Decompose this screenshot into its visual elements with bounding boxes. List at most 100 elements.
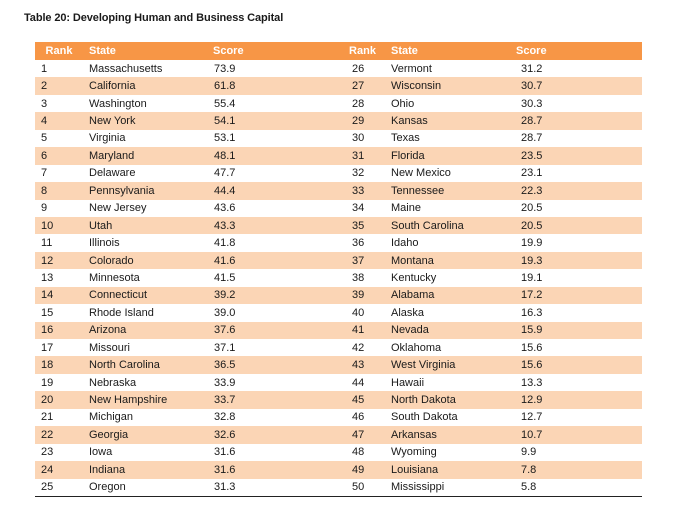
state-cell: South Carolina bbox=[385, 216, 510, 235]
rank-cell: 8 bbox=[35, 182, 83, 200]
state-cell: Michigan bbox=[89, 411, 134, 424]
score-cell: 15.6 bbox=[521, 341, 543, 354]
state-cell: Virginia bbox=[89, 132, 126, 145]
table-row: 4 New York 54.1 29 Kansas 28.7 bbox=[35, 112, 642, 130]
state-cell: Illinois bbox=[89, 237, 120, 250]
rank-cell: 28 bbox=[352, 97, 365, 110]
state-cell: New York bbox=[83, 112, 207, 130]
rank-cell: 48 bbox=[352, 446, 365, 459]
rank-cell: 31 bbox=[340, 147, 385, 165]
score-cell: 31.2 bbox=[521, 62, 543, 75]
score-cell: 48.1 bbox=[207, 147, 340, 165]
score-cell: 19.9 bbox=[521, 237, 543, 250]
rank-cell: 42 bbox=[352, 341, 365, 354]
rank-cell: 26 bbox=[352, 62, 365, 75]
score-cell: 22.3 bbox=[510, 182, 642, 200]
table-row: 18 North Carolina 36.5 43 West Virginia 15.6 bbox=[35, 356, 642, 374]
rank-cell: 27 bbox=[340, 77, 385, 95]
score-cell: 28.7 bbox=[521, 132, 543, 145]
state-cell: Wisconsin bbox=[385, 77, 510, 95]
ranking-table: Rank State Score Rank State Score 1 Massa… bbox=[35, 42, 642, 497]
score-cell: 37.6 bbox=[207, 321, 340, 339]
state-cell: Alabama bbox=[385, 286, 510, 305]
score-cell: 41.5 bbox=[214, 271, 236, 284]
score-cell: 43.3 bbox=[207, 216, 340, 235]
rank-cell: 43 bbox=[340, 356, 385, 374]
rank-cell: 34 bbox=[352, 202, 365, 215]
score-cell: 28.7 bbox=[510, 112, 642, 130]
table-title: Table 20: Developing Human and Business … bbox=[24, 12, 284, 24]
score-cell: 39.0 bbox=[214, 306, 236, 319]
state-cell: Colorado bbox=[83, 251, 207, 270]
rank-cell: 15 bbox=[41, 306, 54, 319]
state-cell: Idaho bbox=[391, 237, 419, 250]
table-header-row: Rank State Score Rank State Score bbox=[35, 42, 642, 60]
state-cell: Oregon bbox=[89, 481, 126, 494]
score-cell: 55.4 bbox=[214, 97, 236, 110]
state-cell: Maine bbox=[391, 202, 421, 215]
rank-cell: 29 bbox=[340, 112, 385, 130]
state-cell: Massachusetts bbox=[89, 62, 163, 75]
rank-cell: 32 bbox=[352, 167, 365, 180]
table-row: 11 Illinois 41.8 36 Idaho 19.9 bbox=[35, 234, 642, 251]
rank-cell: 10 bbox=[35, 216, 83, 235]
score-cell: 20.5 bbox=[521, 202, 543, 215]
table-row: 22 Georgia 32.6 47 Arkansas 10.7 bbox=[35, 426, 642, 444]
rank-cell: 46 bbox=[352, 411, 365, 424]
state-cell: Tennessee bbox=[385, 182, 510, 200]
table-row: 7 Delaware 47.7 32 New Mexico 23.1 bbox=[35, 165, 642, 182]
score-cell: 37.1 bbox=[214, 341, 236, 354]
score-cell: 36.5 bbox=[207, 356, 340, 374]
score-cell: 9.9 bbox=[521, 446, 537, 459]
rank-cell: 19 bbox=[41, 376, 54, 389]
score-cell: 54.1 bbox=[207, 112, 340, 130]
table-row: 6 Maryland 48.1 31 Florida 23.5 bbox=[35, 147, 642, 165]
score-cell: 33.7 bbox=[207, 391, 340, 409]
state-cell: Ohio bbox=[391, 97, 415, 110]
state-cell: Wyoming bbox=[391, 446, 437, 459]
state-cell: Alaska bbox=[391, 306, 425, 319]
state-cell: Indiana bbox=[83, 461, 207, 479]
rank-cell: 47 bbox=[340, 426, 385, 444]
score-cell: 19.1 bbox=[521, 271, 543, 284]
rank-cell: 30 bbox=[352, 132, 365, 145]
score-cell: 19.3 bbox=[510, 251, 642, 270]
rank-cell: 18 bbox=[35, 356, 83, 374]
rank-cell: 44 bbox=[352, 376, 365, 389]
rank-cell: 6 bbox=[35, 147, 83, 165]
state-cell: New Mexico bbox=[391, 167, 451, 180]
state-cell: Arkansas bbox=[385, 426, 510, 444]
state-cell: Minnesota bbox=[89, 271, 140, 284]
rank-cell: 25 bbox=[41, 481, 54, 494]
state-cell: Hawaii bbox=[391, 376, 425, 389]
table-row: 9 New Jersey 43.6 34 Maine 20.5 bbox=[35, 200, 642, 217]
state-cell: Louisiana bbox=[385, 461, 510, 479]
state-cell: Georgia bbox=[83, 426, 207, 444]
state-cell: Mississippi bbox=[391, 481, 445, 494]
state-cell: Nevada bbox=[385, 321, 510, 339]
rank-cell: 23 bbox=[41, 446, 54, 459]
table-row: 2 California 61.8 27 Wisconsin 30.7 bbox=[35, 77, 642, 95]
rank-cell: 20 bbox=[35, 391, 83, 409]
state-cell: New Hampshire bbox=[83, 391, 207, 409]
header-score: Score bbox=[207, 42, 340, 60]
rank-cell: 4 bbox=[35, 112, 83, 130]
header-state-2: State bbox=[385, 42, 510, 60]
table-row: 1 Massachusetts 73.9 26 Vermont 31.2 bbox=[35, 60, 642, 77]
score-cell: 41.8 bbox=[214, 237, 236, 250]
table-row: 13 Minnesota 41.5 38 Kentucky 19.1 bbox=[35, 269, 642, 286]
header-state: State bbox=[83, 42, 207, 60]
rank-cell: 3 bbox=[41, 97, 48, 110]
score-cell: 43.6 bbox=[214, 202, 236, 215]
score-cell: 12.7 bbox=[521, 411, 543, 424]
table-row: 19 Nebraska 33.9 44 Hawaii 13.3 bbox=[35, 374, 642, 391]
state-cell: Arizona bbox=[83, 321, 207, 339]
state-cell: Kentucky bbox=[391, 271, 437, 284]
rank-cell: 1 bbox=[41, 62, 48, 75]
score-cell: 17.2 bbox=[510, 286, 642, 305]
score-cell: 31.6 bbox=[207, 461, 340, 479]
table-row: 3 Washington 55.4 28 Ohio 30.3 bbox=[35, 95, 642, 112]
rank-cell: 21 bbox=[41, 411, 54, 424]
score-cell: 15.9 bbox=[510, 321, 642, 339]
table-row: 10 Utah 43.3 35 South Carolina 20.5 bbox=[35, 216, 642, 235]
